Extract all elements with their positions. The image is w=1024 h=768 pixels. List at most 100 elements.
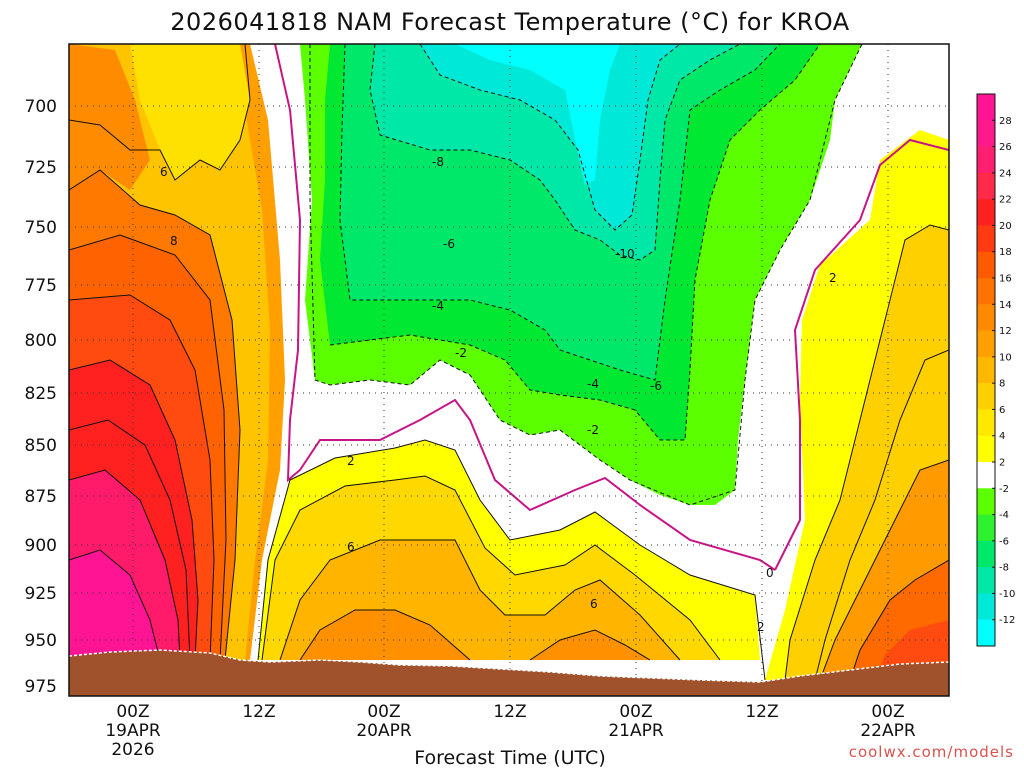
x-axis-title: Forecast Time (UTC) <box>414 747 605 768</box>
contour-left-12 <box>69 294 215 661</box>
contour-4 <box>261 475 721 661</box>
y-tick-label: 825 <box>25 384 57 404</box>
colorbar-label: 26 <box>999 142 1012 153</box>
contour-minus-10 <box>419 44 681 231</box>
colorbar: 28 26 24 22 20 18 16 14 12 10 8 6 4 2 -2 -4 -6 -8 -10 -12 <box>976 93 1015 647</box>
x-tick-date: 19APR <box>105 721 161 741</box>
colorbar-label: -4 <box>999 510 1009 521</box>
contour-label: -4 <box>432 299 444 313</box>
band-minus-12 <box>455 44 620 185</box>
x-tick-date: 21APR <box>608 721 664 741</box>
y-tick-label: 800 <box>25 331 57 351</box>
colorbar-label: -6 <box>999 536 1009 547</box>
contour-label: 2 <box>829 271 837 285</box>
colorbar-label: 28 <box>999 116 1012 127</box>
x-tick-year: 2026 <box>111 740 154 760</box>
y-tick-label: 725 <box>25 158 57 178</box>
x-tick-label: 12Z <box>493 702 526 722</box>
contour-label: -2 <box>587 423 599 437</box>
colorbar-label: 8 <box>999 379 1005 390</box>
chart-title: 2026041818 NAM Forecast Temperature (°C)… <box>170 8 849 36</box>
y-tick-label: 975 <box>25 677 57 697</box>
colorbar-label: 20 <box>999 221 1012 232</box>
colorbar-swatch <box>977 330 995 358</box>
x-tick-label: 12Z <box>745 702 778 722</box>
colorbar-label: 16 <box>999 274 1012 285</box>
x-tick-label: 12Z <box>242 702 275 722</box>
x-tick-date: 22APR <box>860 721 916 741</box>
contour-minus-2 <box>309 44 863 506</box>
y-axis: 700 725 750 775 800 825 850 875 900 925 … <box>25 97 57 697</box>
colorbar-label: -12 <box>999 615 1015 626</box>
contour-minus-6 <box>339 44 781 381</box>
y-tick-label: 875 <box>25 487 57 507</box>
colorbar-swatch <box>977 435 995 463</box>
colorbar-swatch <box>977 619 995 647</box>
colorbar-swatch <box>977 146 995 174</box>
band-8-middle <box>300 610 650 660</box>
y-tick-label: 700 <box>25 97 57 117</box>
contour-2 <box>257 439 766 681</box>
contour-label: -2 <box>455 346 467 360</box>
y-tick-label: 925 <box>25 584 57 604</box>
colorbar-label: 6 <box>999 405 1005 416</box>
contour-right-2 <box>784 224 949 681</box>
credit-link[interactable]: coolwx.com/models <box>849 743 1014 761</box>
contour-label: 0 <box>766 566 774 580</box>
contour-left-8 <box>69 169 241 661</box>
colorbar-frame <box>976 93 996 647</box>
band-4-left <box>130 44 250 180</box>
contour-8 <box>299 609 651 661</box>
colorbar-swatch <box>977 304 995 332</box>
colorbar-swatch <box>977 251 995 279</box>
band-8-left <box>69 44 150 190</box>
x-tick-date: 20APR <box>356 721 412 741</box>
contour-label: -8 <box>432 155 444 169</box>
colorbar-swatch <box>977 94 995 121</box>
contour-minus-8 <box>369 44 741 261</box>
plot-area: 6 8 -8 -6 -4 -2 2 6 -10 -4 -6 -2 0 2 6 2 <box>69 44 949 696</box>
contour-label: 2 <box>757 620 765 634</box>
contour-left-28 <box>69 549 161 661</box>
colorbar-label: 12 <box>999 326 1012 337</box>
plot-frame <box>68 43 950 697</box>
x-tick-label: 00Z <box>116 702 149 722</box>
terrain-edge <box>69 649 949 683</box>
colorbar-label: 18 <box>999 247 1012 258</box>
colorbar-label: 10 <box>999 352 1012 363</box>
contour-labels: 6 8 -8 -6 -4 -2 2 6 -10 -4 -6 -2 0 2 6 2 <box>160 155 837 634</box>
y-tick-label: 775 <box>25 276 57 296</box>
colorbar-label: 14 <box>999 300 1012 311</box>
colorbar-label: 4 <box>999 431 1005 442</box>
colorbar-swatch <box>977 409 995 437</box>
colorbar-swatch <box>977 278 995 305</box>
contour-6 <box>279 539 681 661</box>
contour-label: 6 <box>347 540 355 554</box>
y-tick-label: 900 <box>25 536 57 556</box>
contour-right-14 <box>849 559 949 681</box>
contour-right-10 <box>819 459 949 681</box>
colorbar-label: -10 <box>999 589 1015 600</box>
contour-label: -10 <box>615 247 635 261</box>
colorbar-swatch <box>977 567 995 594</box>
colorbar-swatch <box>977 593 995 621</box>
y-tick-label: 950 <box>25 631 57 651</box>
colorbar-label: -2 <box>999 484 1009 495</box>
x-tick-label: 00Z <box>871 702 904 722</box>
contour-label: -6 <box>650 379 662 393</box>
contour-label: 6 <box>160 165 168 179</box>
contour-minus-4 <box>329 44 821 441</box>
colorbar-swatch <box>977 514 995 542</box>
contour-left-24 <box>69 469 181 661</box>
y-tick-label: 850 <box>25 436 57 456</box>
colorbar-label: 2 <box>999 458 1005 469</box>
colorbar-swatch <box>977 225 995 253</box>
band-28-left <box>69 550 160 660</box>
x-axis: 00Z 19APR 2026 12Z 00Z 20APR 12Z 00Z 21A… <box>105 702 916 760</box>
colorbar-label: 24 <box>999 168 1012 179</box>
contour-label: 2 <box>347 454 355 468</box>
colorbar-label: -8 <box>999 563 1009 574</box>
colorbar-swatch <box>977 488 995 516</box>
x-tick-label: 00Z <box>367 702 400 722</box>
colorbar-swatch <box>977 462 995 489</box>
